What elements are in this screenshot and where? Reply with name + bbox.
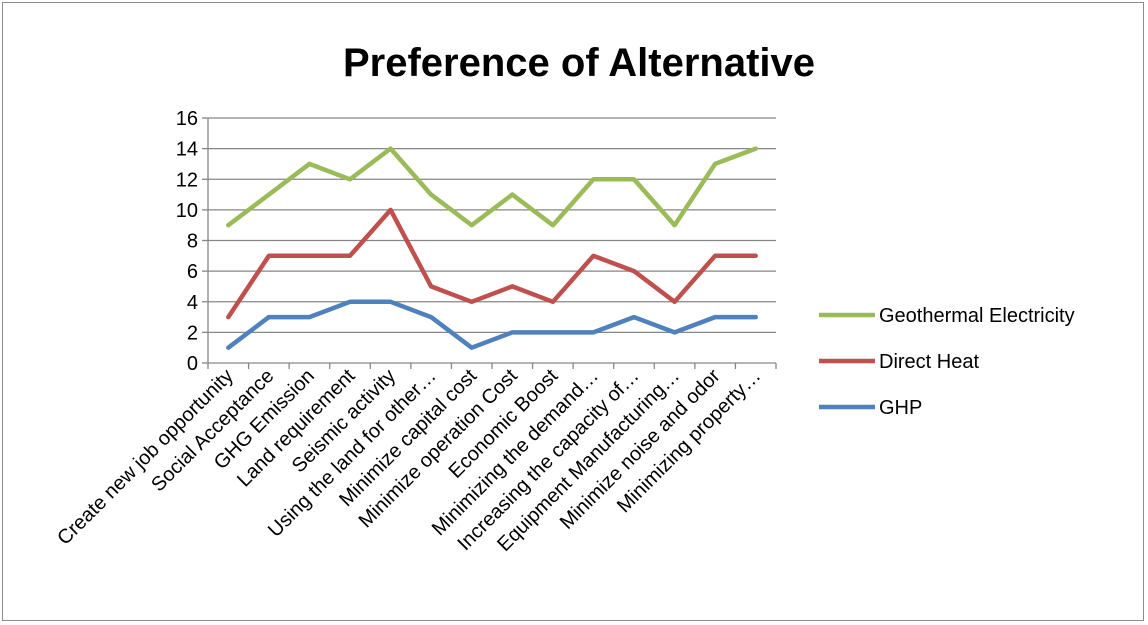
chart-title: Preference of Alternative (343, 41, 815, 85)
y-tick-label: 14 (176, 139, 198, 161)
legend-entry: Direct Heat (879, 351, 979, 373)
series-line-direct-heat (226, 207, 758, 320)
line-chart: Preference of Alternative 0246810121416 … (53, 41, 1075, 556)
y-tick-labels: 0 2 4 6 8 10 12 14 16 (176, 108, 198, 375)
legend: Geothermal Electricity Direct Heat GHP (819, 305, 1075, 419)
y-tick-label: 0 (187, 353, 198, 375)
y-tick-label: 2 (187, 322, 198, 344)
y-tick-label: 4 (187, 292, 198, 314)
legend-entry: GHP (879, 397, 922, 419)
series-lines (226, 146, 758, 350)
grid-lines (208, 117, 776, 334)
series-line-geothermal-electricity (226, 146, 758, 228)
series-line-ghp (226, 299, 758, 350)
y-tick-label: 12 (176, 169, 198, 191)
y-tick-label: 16 (176, 108, 198, 130)
y-tick-label: 10 (176, 200, 198, 222)
y-tick-label: 6 (187, 261, 198, 283)
legend-entry: Geothermal Electricity (879, 305, 1075, 327)
y-tick-label: 8 (187, 231, 198, 253)
axes (202, 117, 777, 369)
